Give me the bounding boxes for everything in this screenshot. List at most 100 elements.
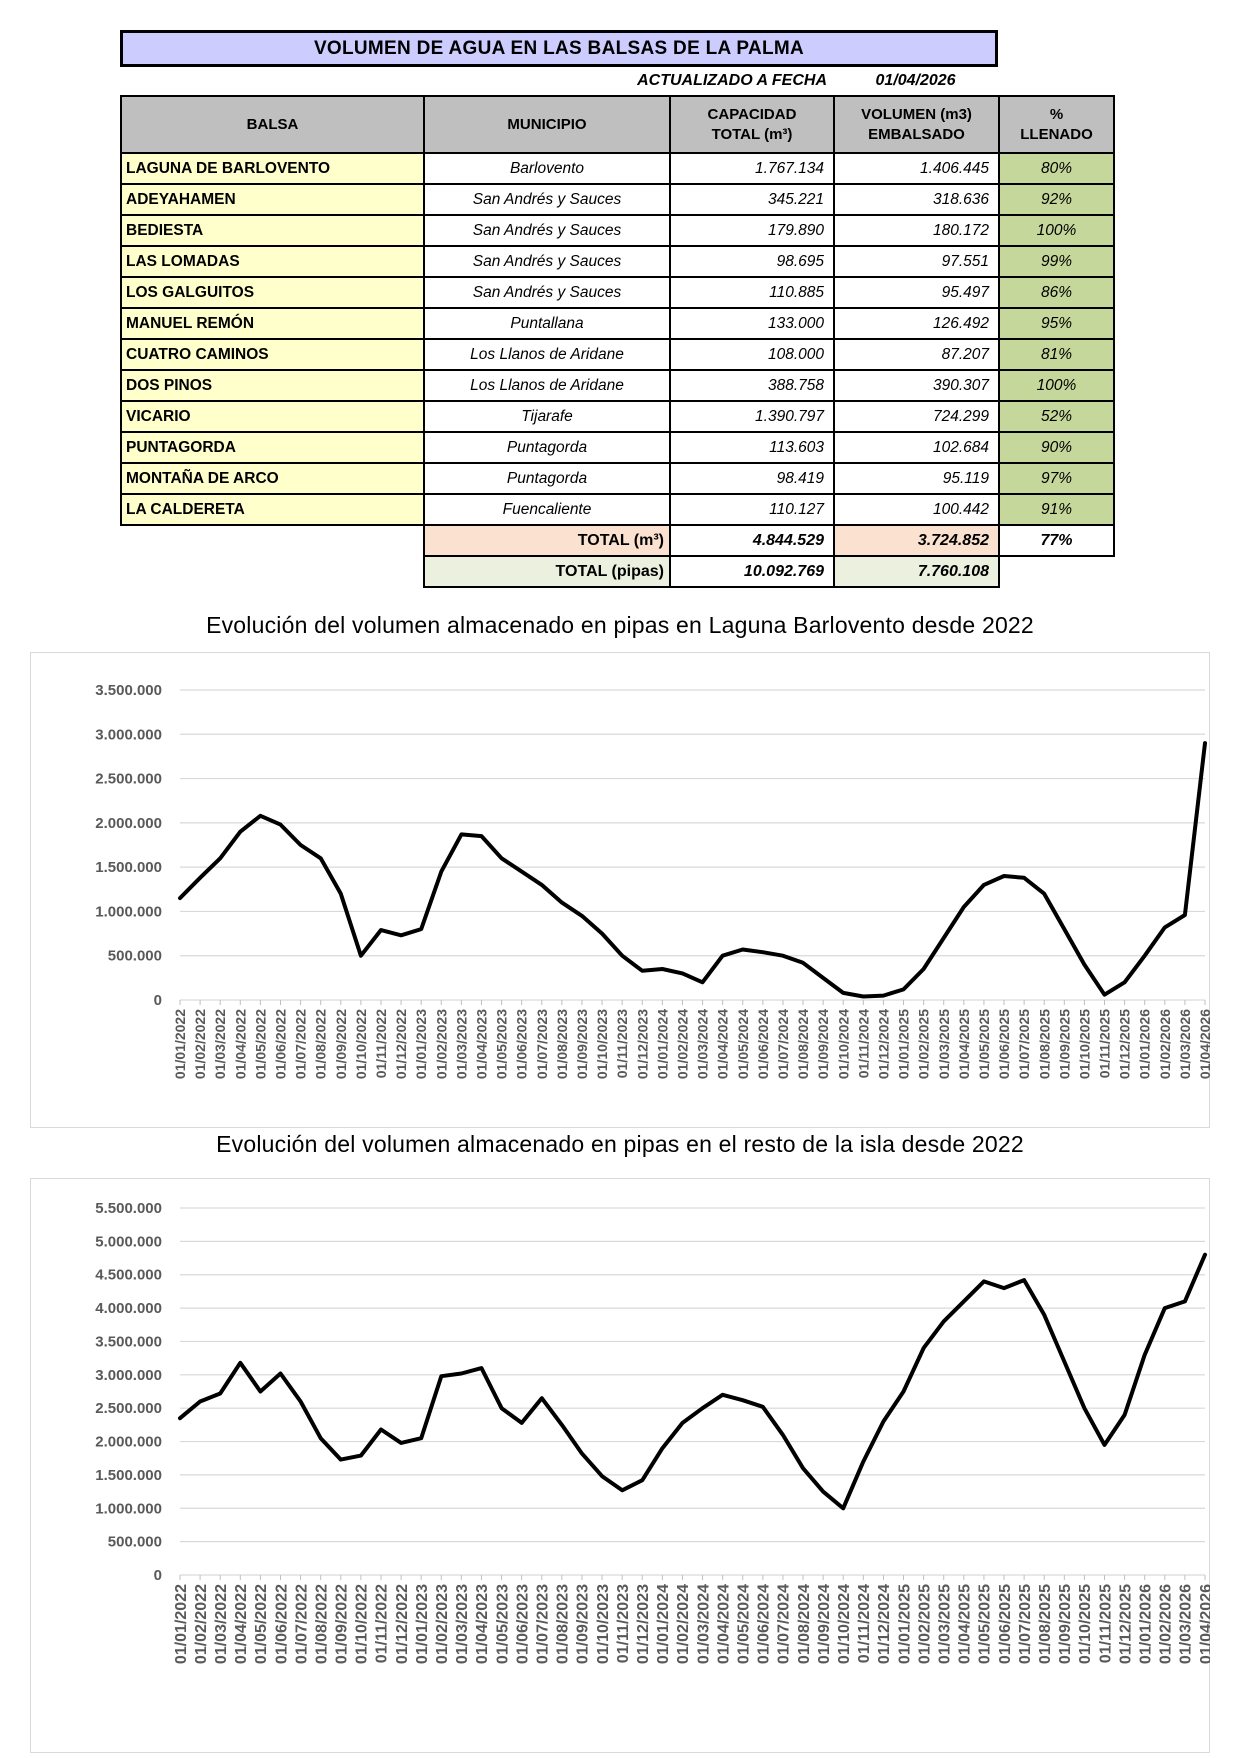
balsa-cell: CUATRO CAMINOS (120, 338, 425, 371)
y-tick-label: 4.500.000 (95, 1267, 162, 1284)
volumen-cell: 100.442 (833, 493, 1000, 526)
llenado-cell: 99% (998, 245, 1115, 278)
table-row: VICARIO Tijarafe 1.390.797 724.299 52% (120, 400, 1115, 433)
x-tick-label: 01/06/2023 (514, 1009, 530, 1079)
balsa-cell: MONTAÑA DE ARCO (120, 462, 425, 495)
x-tick-label: 01/07/2022 (293, 1009, 309, 1079)
llenado-cell: 97% (998, 462, 1115, 495)
x-tick-label: 01/09/2023 (575, 1584, 592, 1664)
series-line (178, 1252, 1207, 1511)
x-tick-label: 01/10/2024 (836, 1584, 853, 1664)
table-title: VOLUMEN DE AGUA EN LAS BALSAS DE LA PALM… (120, 30, 998, 67)
llenado-cell: 92% (998, 183, 1115, 216)
x-tick-label: 01/10/2024 (835, 1009, 851, 1079)
volumen-cell: 126.492 (833, 307, 1000, 340)
llenado-cell: 90% (998, 431, 1115, 464)
x-tick-label: 01/09/2022 (334, 1584, 351, 1664)
municipio-cell: Puntallana (423, 307, 671, 340)
x-tick-label: 01/05/2022 (252, 1009, 268, 1079)
x-tick-label: 01/02/2026 (1158, 1584, 1175, 1664)
x-tick-label: 01/03/2024 (695, 1009, 711, 1079)
x-tick-label: 01/05/2023 (494, 1009, 510, 1079)
x-tick-label: 01/11/2023 (615, 1584, 632, 1663)
llenado-cell: 91% (998, 493, 1115, 526)
x-tick-label: 01/02/2023 (433, 1009, 449, 1079)
y-tick-label: 500.000 (108, 1534, 162, 1551)
x-tick-label: 01/01/2025 (896, 1584, 913, 1664)
x-tick-label: 01/02/2025 (916, 1584, 933, 1664)
total-m3-row: TOTAL (m³) 4.844.529 3.724.852 77% (121, 524, 1115, 557)
x-tick-label: 01/02/2022 (193, 1584, 210, 1664)
x-tick-label: 01/10/2022 (353, 1009, 369, 1079)
y-tick-label: 0 (154, 992, 162, 1009)
x-tick-label: 01/06/2024 (756, 1584, 773, 1664)
municipio-cell: Puntagorda (423, 462, 671, 495)
header-volumen: VOLUMEN (m3) EMBALSADO (833, 95, 1000, 154)
balsa-cell: ADEYAHAMEN (120, 183, 425, 216)
x-tick-label: 01/03/2023 (454, 1584, 471, 1664)
y-tick-label: 500.000 (108, 948, 162, 965)
total-pipas-label: TOTAL (pipas) (423, 555, 671, 588)
balsa-cell: LA CALDERETA (120, 493, 425, 526)
balsa-cell: BEDIESTA (120, 214, 425, 247)
x-tick-label: 01/06/2024 (755, 1009, 771, 1079)
x-tick-label: 01/06/2022 (273, 1009, 289, 1079)
x-tick-label: 01/04/2024 (715, 1584, 732, 1664)
x-tick-label: 01/04/2025 (956, 1009, 972, 1079)
x-tick-label: 01/08/2023 (554, 1009, 570, 1079)
balsa-cell: VICARIO (120, 400, 425, 433)
y-tick-label: 5.000.000 (95, 1233, 162, 1250)
llenado-cell: 100% (998, 369, 1115, 402)
x-tick-label: 01/04/2025 (957, 1584, 974, 1664)
capacidad-cell: 108.000 (669, 338, 835, 371)
x-tick-label: 01/09/2024 (816, 1584, 833, 1664)
volumen-cell: 180.172 (833, 214, 1000, 247)
x-tick-label: 01/01/2022 (172, 1009, 188, 1079)
x-tick-label: 01/09/2023 (574, 1009, 590, 1079)
x-tick-label: 01/12/2023 (634, 1009, 650, 1079)
x-tick-label: 01/10/2023 (595, 1584, 612, 1664)
total-pipas-capacidad: 10.092.769 (669, 555, 835, 588)
y-tick-label: 2.000.000 (95, 1434, 162, 1451)
x-tick-label: 01/04/2022 (233, 1584, 250, 1664)
x-tick-label: 01/02/2024 (674, 1009, 690, 1079)
x-tick-label: 01/01/2024 (655, 1584, 672, 1664)
chart-1-title: Evolución del volumen almacenado en pipa… (206, 612, 1034, 638)
table-row: ADEYAHAMEN San Andrés y Sauces 345.221 318.… (120, 183, 1115, 216)
total-m3-volumen: 3.724.852 (833, 524, 1000, 557)
volumen-cell: 97.551 (833, 245, 1000, 278)
x-tick-label: 01/08/2024 (795, 1009, 811, 1079)
table-row: PUNTAGORDA Puntagorda 113.603 102.684 90% (120, 431, 1115, 464)
llenado-cell: 81% (998, 338, 1115, 371)
x-tick-label: 01/03/2024 (695, 1584, 712, 1664)
x-tick-label: 01/09/2025 (1057, 1584, 1074, 1664)
total-pipas-volumen: 7.760.108 (833, 555, 1000, 588)
header-capacidad: CAPACIDAD TOTAL (m³) (669, 95, 835, 154)
x-tick-label: 01/01/2026 (1137, 1584, 1154, 1664)
capacidad-cell: 113.603 (669, 431, 835, 464)
llenado-cell: 95% (998, 307, 1115, 340)
x-tick-label: 01/07/2024 (776, 1584, 793, 1664)
x-tick-label: 01/01/2023 (413, 1009, 429, 1079)
x-tick-label: 01/08/2024 (796, 1584, 813, 1664)
chart-1-canvas: 0 500.000 1.000.000 1.500.000 2.000.000 2.500… (30, 652, 1213, 1128)
x-tick-label: 01/07/2025 (1016, 1009, 1032, 1079)
x-tick-label: 01/08/2025 (1036, 1009, 1052, 1079)
x-tick-label: 01/02/2026 (1157, 1009, 1173, 1079)
capacidad-cell: 98.419 (669, 462, 835, 495)
x-tick-label: 01/03/2025 (936, 1584, 953, 1664)
municipio-cell: San Andrés y Sauces (423, 214, 671, 247)
llenado-cell: 80% (998, 152, 1115, 185)
x-tick-label: 01/05/2024 (735, 1009, 751, 1079)
x-tick-label: 01/10/2022 (354, 1584, 371, 1664)
municipio-cell: Tijarafe (423, 400, 671, 433)
total-m3-label: TOTAL (m³) (423, 524, 671, 557)
municipio-cell: San Andrés y Sauces (423, 183, 671, 216)
capacidad-cell: 98.695 (669, 245, 835, 278)
y-tick-label: 2.000.000 (95, 815, 162, 832)
plot-frame (30, 652, 1210, 1128)
x-tick-label: 01/09/2025 (1056, 1009, 1072, 1079)
municipio-cell: Fuencaliente (423, 493, 671, 526)
balsa-cell: LAS LOMADAS (120, 245, 425, 278)
